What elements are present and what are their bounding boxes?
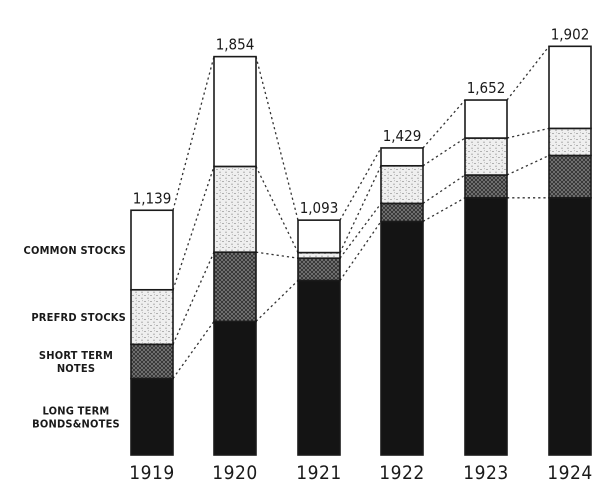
connector-1922-1 (422, 197, 466, 223)
connector-1920-3 (255, 166, 299, 253)
legend: LONG TERM BONDS&NOTES SHORT TERM NOTES PREFR… (24, 244, 126, 430)
year-label-1922: 1922 (379, 462, 425, 484)
connector-1921-2 (339, 202, 382, 259)
bar-1924-prefrd-stocks (548, 127, 592, 157)
bars-group (130, 45, 592, 456)
connector-1923-2 (506, 154, 550, 176)
connector-1923-4 (506, 45, 550, 101)
connector-1919-3 (172, 166, 215, 290)
bar-1924-common-stocks (548, 45, 592, 130)
total-label-1924: 1,902 (551, 25, 590, 43)
bar-1920-long-term-bonds-notes (213, 320, 257, 456)
bar-1921-prefrd-stocks (297, 251, 341, 259)
legend-label-prefrd-stocks: PREFRD STOCKS (31, 311, 126, 324)
connector-1919-1 (172, 320, 215, 379)
bar-1923-prefrd-stocks (464, 137, 508, 176)
connector-1921-4 (339, 147, 382, 221)
total-label-1920: 1,854 (216, 36, 255, 54)
connector-1922-4 (422, 99, 466, 149)
year-labels: 1919 1920 1921 1922 1923 1924 (129, 462, 592, 484)
bar-1923-common-stocks (464, 99, 508, 139)
bar-1921-short-term-notes (297, 257, 341, 282)
year-label-1924: 1924 (547, 462, 592, 484)
connector-1922-3 (422, 137, 466, 167)
bar-1923-short-term-notes (464, 174, 508, 199)
total-label-1919: 1,139 (133, 189, 172, 207)
connector-1923-3 (506, 127, 550, 139)
bar-1920-prefrd-stocks (213, 165, 257, 253)
legend-label-common-stocks: COMMON STOCKS (24, 244, 126, 257)
connector-1919-2 (172, 251, 215, 345)
year-label-1919: 1919 (129, 462, 175, 484)
total-label-1923: 1,652 (467, 79, 506, 97)
connector-1920-4 (255, 56, 299, 221)
connector-1920-2 (255, 251, 299, 259)
year-label-1923: 1923 (463, 462, 509, 484)
total-label-1921: 1,093 (300, 199, 339, 217)
bar-1919-long-term-bonds-notes (130, 377, 174, 456)
bar-1920-common-stocks (213, 55, 257, 168)
year-label-1920: 1920 (212, 462, 258, 484)
total-label-1922: 1,429 (383, 127, 422, 145)
bar-1920-short-term-notes (213, 251, 257, 323)
bar-1924-short-term-notes (548, 154, 592, 199)
connector-1921-1 (339, 221, 382, 281)
bar-1919-short-term-notes (130, 343, 174, 380)
connector-1920-1 (255, 280, 299, 322)
bar-1923-long-term-bonds-notes (464, 196, 508, 456)
bar-1921-common-stocks (297, 219, 341, 254)
connector-1919-4 (172, 56, 215, 211)
bar-1922-common-stocks (380, 147, 424, 167)
bar-1921-long-term-bonds-notes (297, 279, 341, 456)
bar-1919-prefrd-stocks (130, 288, 174, 346)
bar-1922-short-term-notes (380, 202, 424, 223)
legend-label-short-term-notes: SHORT TERM NOTES (39, 349, 113, 375)
total-labels: 1,139 1,854 1,093 1,429 1,652 1,902 (133, 25, 590, 217)
bar-1919-common-stocks (130, 209, 174, 291)
bar-1924-long-term-bonds-notes (548, 196, 592, 456)
connector-1921-3 (339, 165, 382, 253)
bar-1922-long-term-bonds-notes (380, 220, 424, 456)
connector-1922-2 (422, 174, 466, 204)
year-label-1921: 1921 (296, 462, 342, 484)
connector-lines (172, 45, 550, 379)
legend-label-long-term-bonds-notes: LONG TERM BONDS&NOTES (32, 404, 120, 430)
bar-1922-prefrd-stocks (380, 164, 424, 205)
